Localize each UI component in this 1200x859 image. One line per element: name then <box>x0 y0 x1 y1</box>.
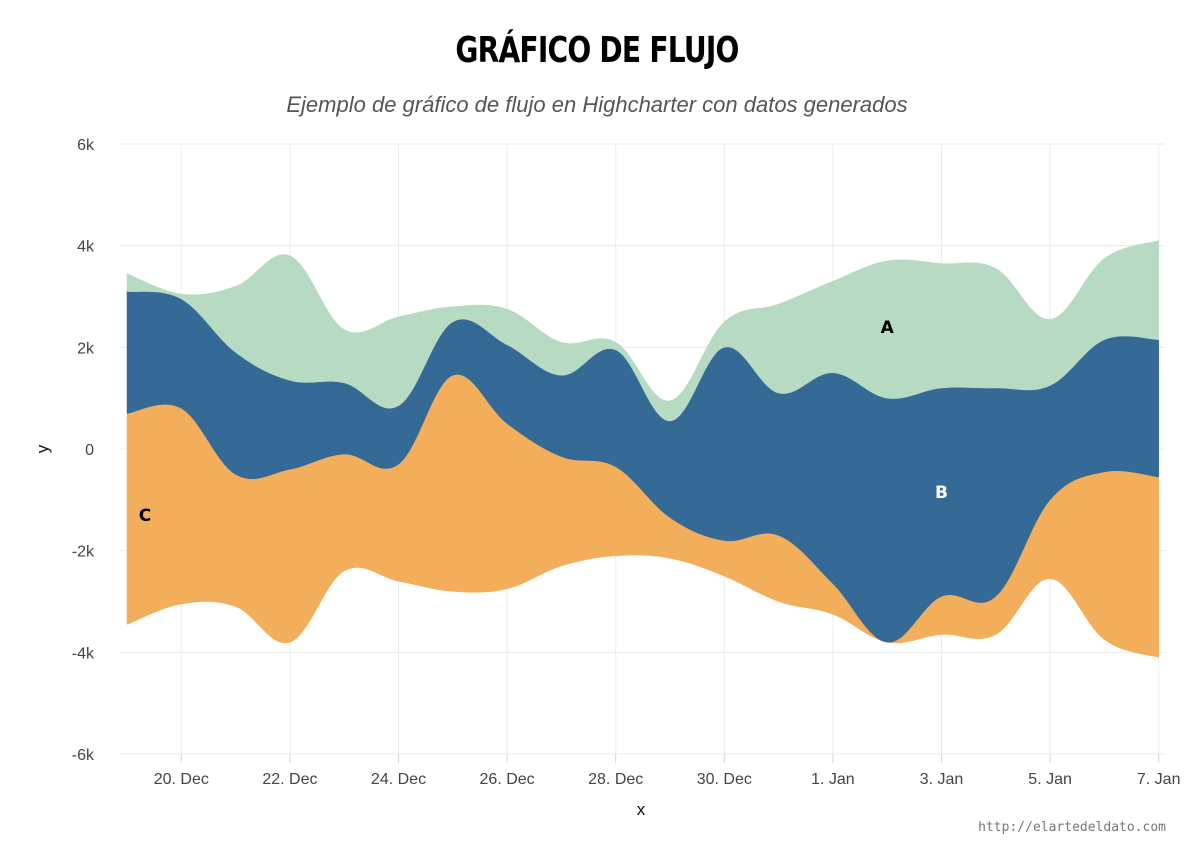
series-label-C: C <box>139 506 151 526</box>
y-tick-label: 6k <box>77 137 95 154</box>
x-tick-label: 30. Dec <box>697 771 752 788</box>
x-axis-title: x <box>637 800 646 819</box>
x-tick-label: 22. Dec <box>262 771 317 788</box>
credit-link[interactable]: http://elartedeldato.com <box>978 820 1166 835</box>
x-tick-label: 20. Dec <box>154 771 209 788</box>
x-tick-label: 24. Dec <box>371 771 426 788</box>
x-tick-label: 5. Jan <box>1028 771 1072 788</box>
y-axis-title: y <box>33 444 52 453</box>
series-label-A: A <box>881 318 895 338</box>
x-tick-label: 26. Dec <box>480 771 535 788</box>
x-tick-label: 3. Jan <box>920 771 964 788</box>
y-tick-label: 2k <box>77 340 95 357</box>
x-tick-label: 28. Dec <box>588 771 643 788</box>
stream-area-A[interactable] <box>126 240 1159 422</box>
stream-areas <box>126 240 1159 658</box>
series-labels: A B C <box>139 318 948 526</box>
y-tick-label: 0 <box>85 442 94 459</box>
axes: 6k 4k 2k 0 -2k -4k -6k 20. Dec 22. Dec 24. Dec 26.… <box>33 137 1180 819</box>
y-tick-label: -6k <box>72 747 95 764</box>
y-tick-label: -2k <box>72 544 95 561</box>
y-tick-label: -4k <box>72 645 95 662</box>
chart-title: GRÁFICO DE FLUJO <box>455 30 739 71</box>
x-tick-label: 7. Jan <box>1137 771 1181 788</box>
x-tick-label: 1. Jan <box>811 771 855 788</box>
chart-subtitle: Ejemplo de gráfico de flujo en Highchart… <box>286 92 908 117</box>
series-label-B: B <box>935 483 948 503</box>
y-tick-label: 4k <box>77 239 95 256</box>
